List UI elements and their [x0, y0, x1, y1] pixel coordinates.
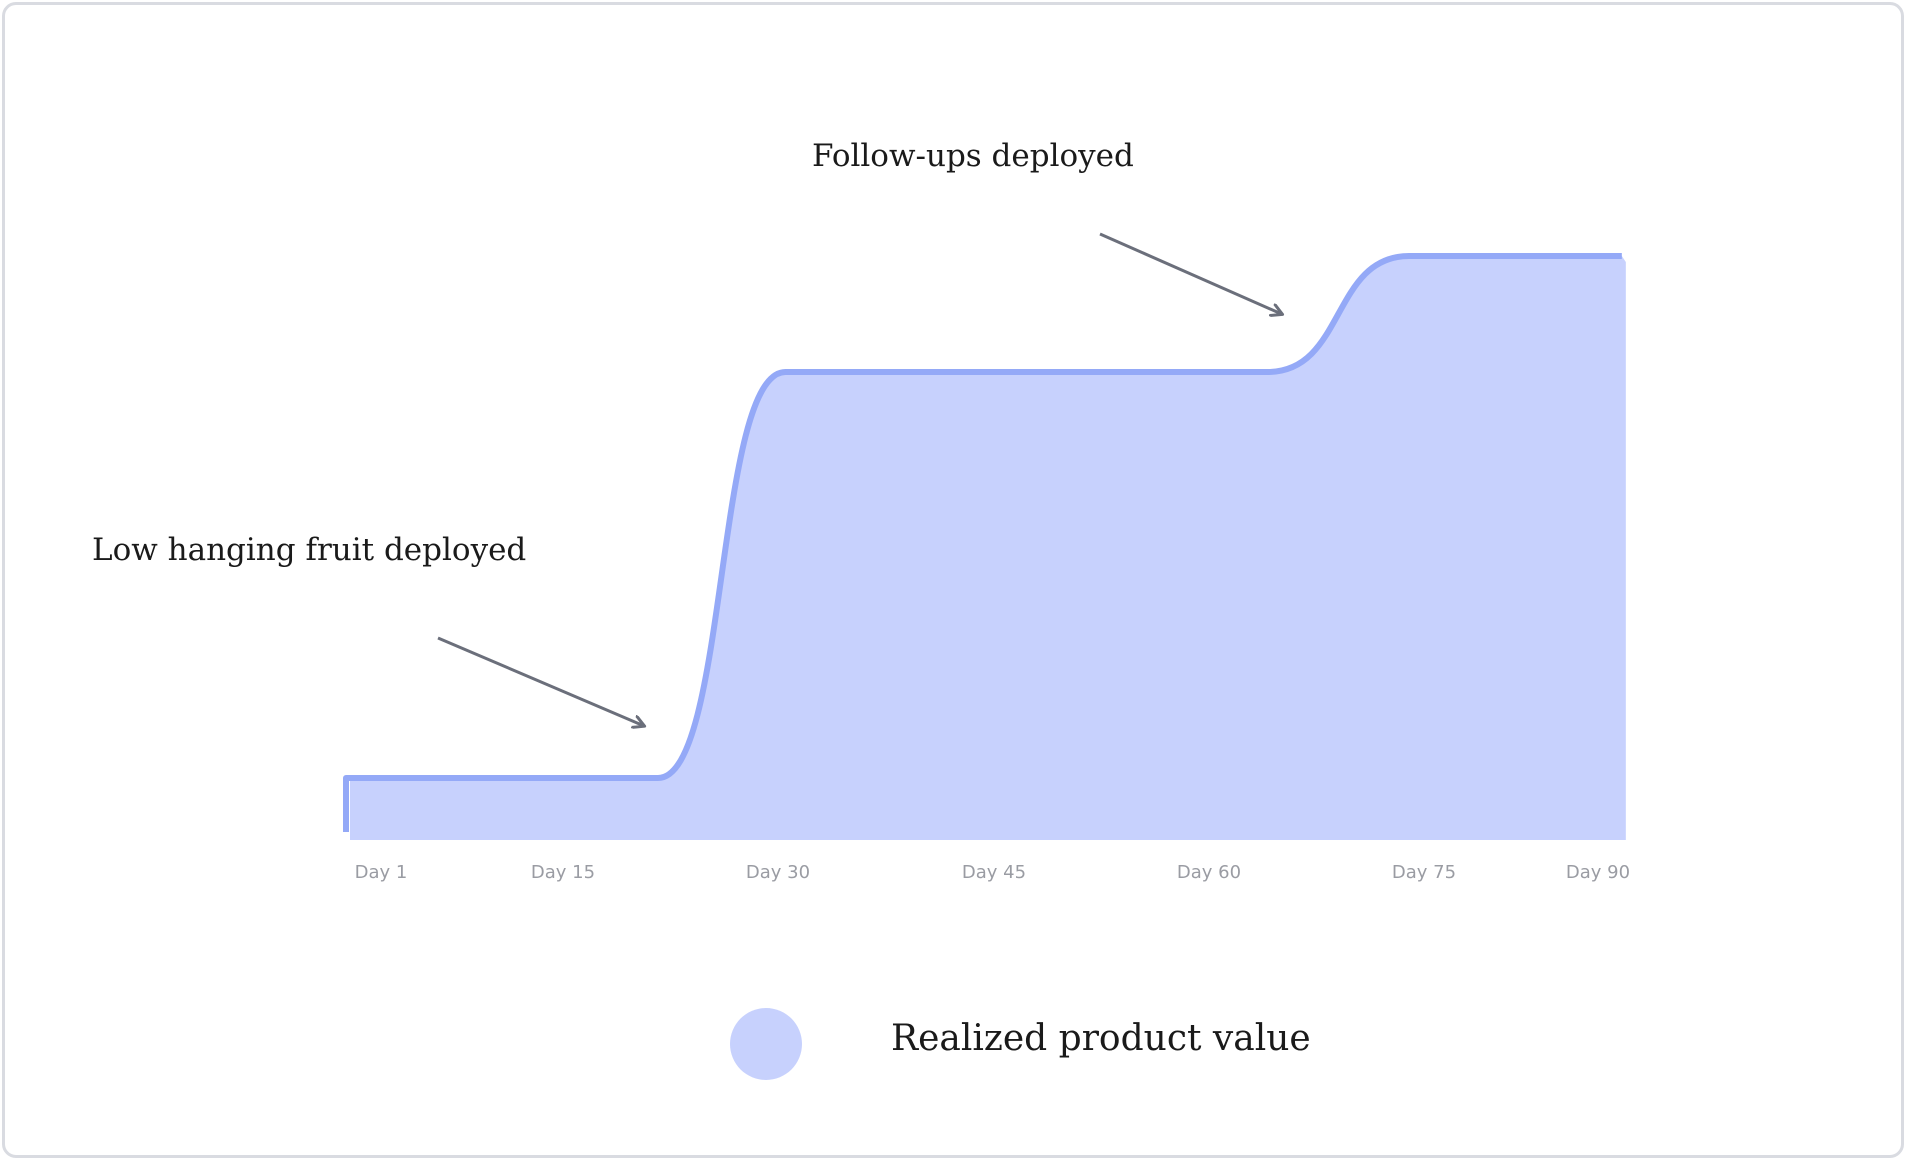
x-tick-label: Day 75: [1392, 862, 1456, 883]
x-axis-ticks: Day 1 Day 15 Day 30 Day 45 Day 60 Day 75 Day 9…: [355, 862, 1630, 883]
annotation-arrow-1: [1099, 232, 1282, 314]
x-tick-label: Day 60: [1177, 862, 1241, 883]
legend-label: Realized product value: [891, 1018, 1311, 1059]
annotation-arrow-0: [437, 636, 644, 726]
x-tick-label: Day 45: [962, 862, 1026, 883]
series-area-0: [346, 256, 1626, 840]
x-tick-label: Day 30: [746, 862, 810, 883]
annotations: Low hanging fruit deployed Follow-ups dep…: [92, 138, 1282, 726]
plot-area: [343, 253, 1626, 840]
x-tick-label: Day 90: [1566, 862, 1630, 883]
annotation-label-0: Low hanging fruit deployed: [92, 532, 526, 568]
legend: Realized product value: [730, 1008, 1311, 1080]
series-line-0: [343, 253, 1622, 832]
annotation-label-1: Follow-ups deployed: [812, 138, 1134, 174]
legend-swatch: [730, 1008, 802, 1080]
x-tick-label: Day 1: [355, 862, 408, 883]
x-tick-label: Day 15: [531, 862, 595, 883]
